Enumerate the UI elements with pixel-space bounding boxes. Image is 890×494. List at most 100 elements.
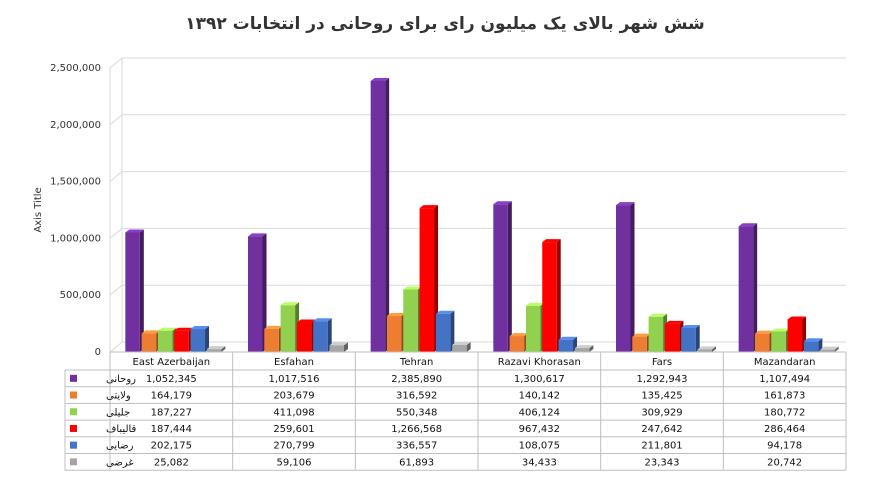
legend-label: رضایی [106,441,134,452]
bar [632,336,647,352]
bar-4-3 [664,320,684,352]
category-label: Tehran [399,357,433,368]
bar-2-3 [419,205,439,352]
bar [206,349,222,352]
legend-label: جلیلی [106,407,130,418]
data-label: 61,893 [399,457,434,468]
y-tick-label: 500,000 [60,290,101,301]
bar-top [803,338,823,342]
bar-3-5 [574,345,594,352]
legend-label: روحانی [106,374,136,385]
category-label: Esfahan [274,357,314,368]
data-label: 247,642 [641,424,682,435]
bar-5-5 [820,346,839,352]
bar-3-3 [542,239,561,352]
y-tick-label: 2,500,000 [50,63,101,74]
bar [329,345,344,352]
data-label: 23,343 [645,457,680,468]
bar [697,349,712,352]
data-label: 203,679 [273,391,314,402]
legend-key [70,374,77,382]
bar-top [754,330,774,334]
bar-side [753,223,758,352]
y-tick-label: 2,000,000 [50,120,101,131]
data-table: East Azerbaijan Esfahan Tehran Razavi Khora… [64,351,847,471]
bar [820,349,835,352]
bar-side [818,338,823,352]
bar [754,333,770,352]
data-label: 2,385,890 [391,374,442,385]
bar [141,333,157,352]
bar-0-4 [190,326,210,352]
data-label: 20,742 [767,457,802,468]
data-label: 550,348 [396,407,437,418]
legend-key [70,441,77,449]
bar-top [157,327,177,331]
bar [616,205,631,352]
bar-side [834,346,839,352]
bar-top [771,328,790,332]
data-label: 967,432 [519,424,560,435]
bar-top [632,333,651,337]
data-label: 187,227 [151,407,192,418]
data-label: 309,929 [641,407,682,418]
bar-side [205,326,210,352]
bar-side [327,318,332,352]
bar-side [589,345,594,352]
data-label: 259,601 [273,424,314,435]
bar-5-0 [738,223,758,352]
bar-top [329,342,348,346]
bar-0-5 [206,346,226,352]
category-label: Razavi Khorasan [498,357,581,368]
bar-top [403,286,422,290]
data-label: 286,464 [764,424,805,435]
bar-side [466,341,471,352]
bar-top [787,316,807,320]
y-tick-label: 1,500,000 [50,177,101,188]
bar-top [190,326,210,330]
bar-5-1 [754,330,774,352]
bar-2-0 [370,77,390,353]
bar-top [820,346,839,350]
bar-side [507,201,512,352]
bar [403,289,418,352]
category-label: East Azerbaijan [133,357,211,368]
bar [370,80,386,353]
bar-2-5 [452,341,471,352]
legend-key [70,424,77,432]
gridline-diag [109,341,123,353]
data-label: 135,425 [641,391,682,402]
bar [648,316,664,352]
bar [525,305,541,352]
bar-side [385,77,390,353]
bar-top [648,313,668,317]
bar-top [206,346,226,350]
bar-2-4 [435,310,455,352]
data-label: 406,124 [519,407,560,418]
data-label: 164,179 [151,391,192,402]
bar [803,341,819,352]
data-label: 202,175 [151,441,192,452]
bar-5-2 [771,328,790,352]
bar [280,305,296,352]
bar-top [435,310,455,314]
bar-top [664,320,684,324]
bar-top [386,313,406,317]
bar-top [296,319,316,323]
legend-label: قالیباف [106,424,137,435]
bar-side [262,233,267,352]
bar [174,330,189,352]
bar-top [542,239,561,243]
bar-top [419,205,439,209]
bar-5-3 [787,316,807,352]
bar [125,232,140,352]
bar [435,313,451,352]
gridline-diag [109,171,123,182]
bar [509,336,525,352]
data-label: 161,873 [764,391,805,402]
bar-1-5 [329,342,348,352]
bar-side [630,202,635,352]
data-label: 1,266,568 [391,424,442,435]
bar-2-2 [403,286,422,352]
bar-side [221,346,226,352]
